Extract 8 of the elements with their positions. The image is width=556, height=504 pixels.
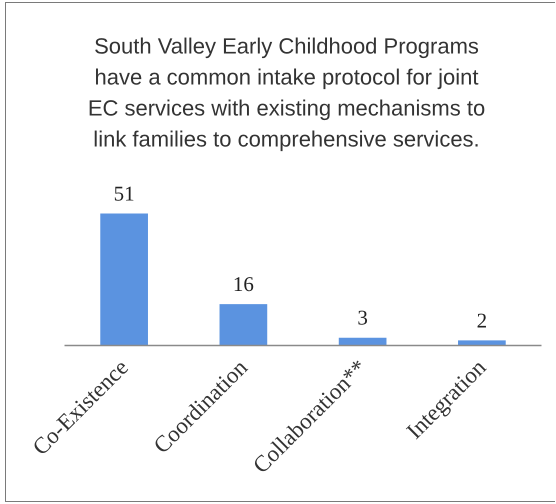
data-label: 2	[476, 308, 488, 332]
bar	[220, 304, 268, 346]
bar	[100, 213, 148, 346]
data-label: 3	[357, 306, 368, 330]
bar	[338, 338, 386, 346]
data-label: 51	[114, 181, 135, 206]
data-label: 16	[232, 272, 254, 296]
chart-title: South Valley Early Childhood Programs have a common intake protocol for joint EC services with existing mechanisms to link families to comprehensive services.	[88, 34, 486, 152]
